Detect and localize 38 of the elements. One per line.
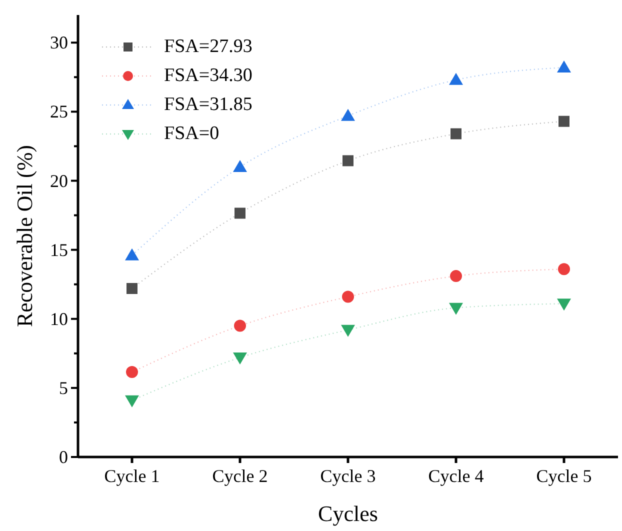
point <box>449 72 463 85</box>
point <box>234 320 246 332</box>
point <box>233 352 247 365</box>
point <box>234 208 246 219</box>
legend-label: FSA=27.93 <box>164 36 252 58</box>
point <box>557 60 571 72</box>
point <box>449 302 463 315</box>
y-tick-label: 25 <box>50 102 68 122</box>
point <box>126 282 138 294</box>
x-tick-label: Cycle 1 <box>104 466 160 486</box>
point <box>450 270 462 282</box>
point <box>233 160 247 172</box>
legend-label: FSA=31.85 <box>164 94 252 116</box>
x-tick-label: Cycle 3 <box>320 466 376 486</box>
point <box>125 248 139 260</box>
y-tick-label: 15 <box>50 240 68 260</box>
legend-label: FSA=34.30 <box>164 64 252 86</box>
x-tick-label: Cycle 5 <box>536 466 592 486</box>
point <box>557 298 571 311</box>
y-tick-label: 20 <box>50 170 68 191</box>
point <box>341 108 355 121</box>
point <box>558 263 570 276</box>
point <box>450 128 462 140</box>
point <box>342 290 354 303</box>
point <box>126 366 138 378</box>
x-tick-label: Cycle 4 <box>428 466 484 486</box>
x-tick-label: Cycle 2 <box>212 466 268 486</box>
y-tick-label: 10 <box>50 308 68 329</box>
y-axis-title: Recoverable Oil (%) <box>12 144 37 328</box>
point <box>558 116 570 127</box>
y-tick-label: 30 <box>50 32 68 53</box>
point <box>125 395 139 408</box>
point <box>342 155 354 166</box>
point <box>341 324 355 337</box>
x-axis-title: Cycles <box>318 501 378 526</box>
y-tick-label: 0 <box>59 447 68 467</box>
legend-label: FSA=0 <box>164 122 220 144</box>
y-tick-label: 5 <box>59 378 68 398</box>
